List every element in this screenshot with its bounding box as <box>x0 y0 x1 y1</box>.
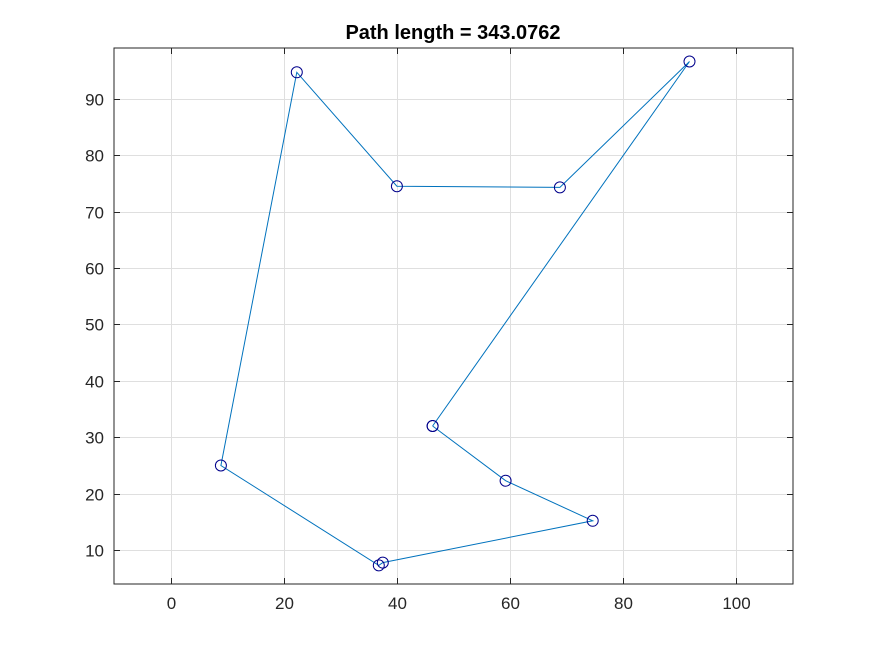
y-tick-label: 10 <box>85 542 104 561</box>
x-tick-label: 40 <box>388 594 407 613</box>
city-marker <box>290 66 303 79</box>
x-tick-label: 20 <box>275 594 294 613</box>
axes-box <box>113 47 794 585</box>
city-marker <box>683 55 696 68</box>
x-tick-label: 0 <box>167 594 176 613</box>
tour-path <box>214 55 696 572</box>
city-marker <box>426 420 439 432</box>
y-tick-label: 50 <box>85 316 104 335</box>
axis-ticks <box>114 48 793 584</box>
y-tick-label: 40 <box>85 373 104 392</box>
tour-path-line <box>220 61 690 567</box>
y-tick-label: 60 <box>85 260 104 279</box>
y-tick-label: 80 <box>85 147 104 166</box>
chart-title: Path length = 343.0762 <box>345 22 560 44</box>
city-marker <box>390 180 403 193</box>
city-marker <box>553 181 566 194</box>
city-marker <box>586 514 599 527</box>
city-marker <box>214 459 227 472</box>
y-tick-label: 30 <box>85 429 104 448</box>
x-tick-label: 60 <box>501 594 520 613</box>
y-tick-label: 90 <box>85 91 104 110</box>
tick-labels: 0 20 40 60 80 100 10 20 30 40 50 60 70 80 90 <box>85 91 751 614</box>
city-marker <box>499 474 512 487</box>
y-tick-label: 20 <box>85 486 104 505</box>
city-marker <box>376 556 389 569</box>
city-marker <box>372 559 385 572</box>
x-tick-label: 80 <box>614 594 633 613</box>
y-tick-label: 70 <box>85 204 104 223</box>
x-tick-label: 100 <box>722 594 750 613</box>
grid-lines <box>114 48 793 584</box>
